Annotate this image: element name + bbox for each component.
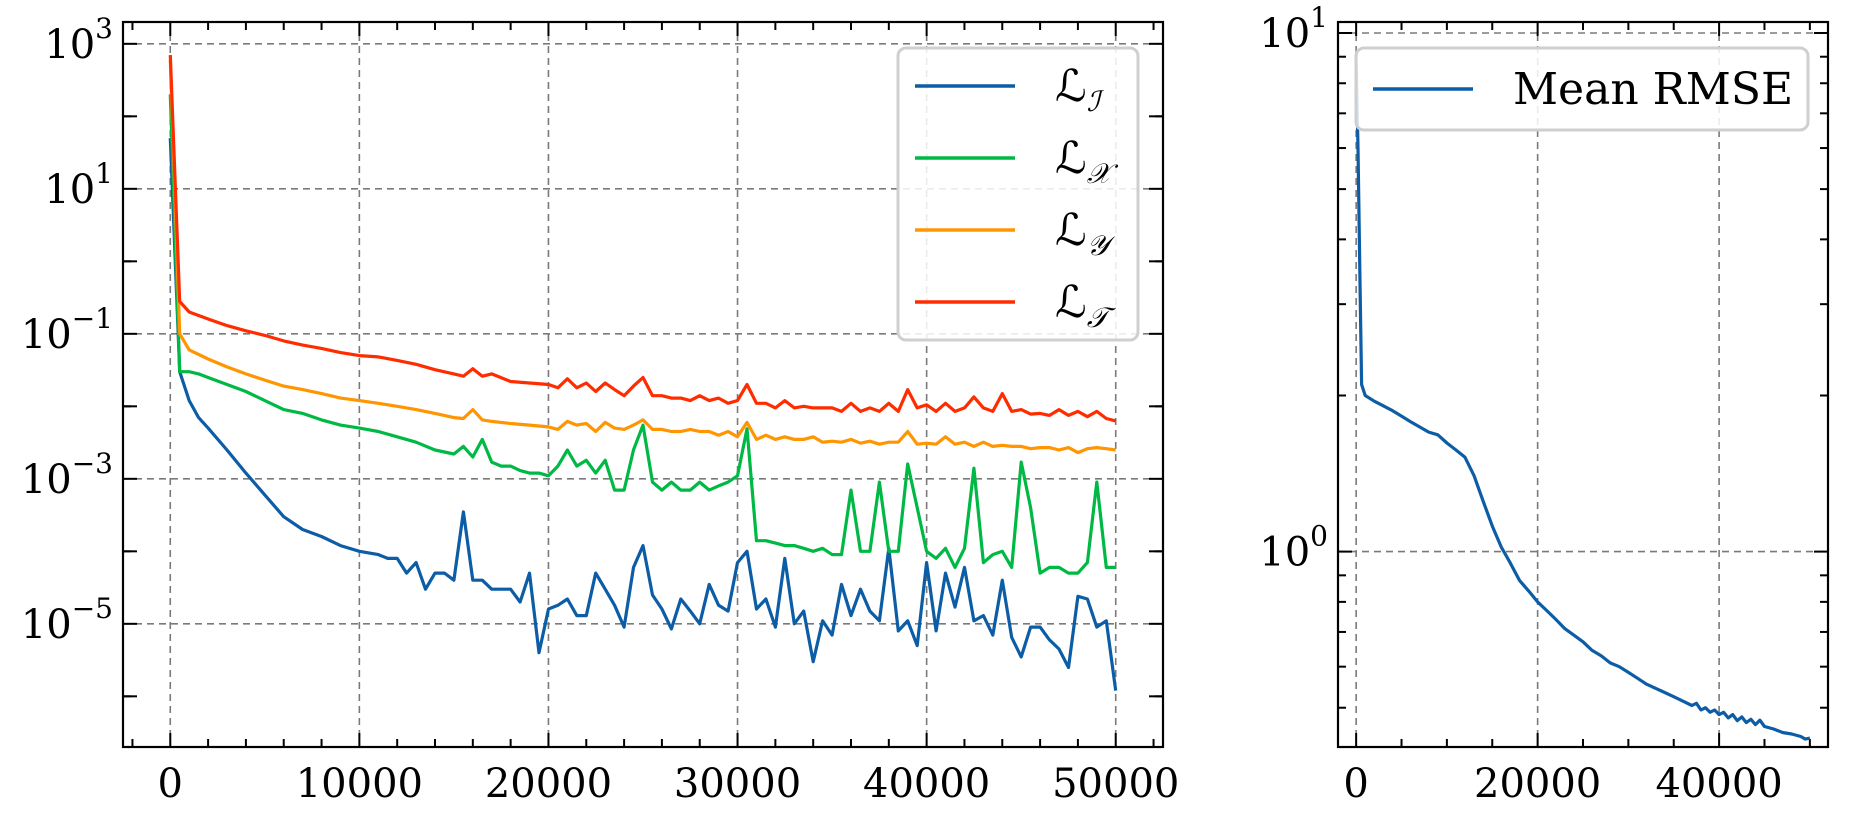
x-tick-label: 20000: [485, 761, 612, 807]
legend-box: [896, 46, 1140, 342]
y-tick-label: 10−5: [21, 592, 113, 648]
legend-label: ℒℐ: [1055, 61, 1105, 118]
series-line-1: [168, 94, 1116, 575]
legend-label: Mean RMSE: [1513, 64, 1793, 115]
series-line-0: [168, 138, 1118, 691]
x-tick-label: 10000: [296, 761, 423, 807]
x-tick-label: 40000: [863, 761, 990, 807]
series-line-0: [1354, 56, 1811, 741]
x-tick-label: 50000: [1052, 761, 1179, 807]
y-tick-label: 101: [44, 157, 113, 213]
x-tick-label: 0: [158, 761, 183, 807]
x-tick-label: 20000: [1474, 761, 1601, 807]
x-tick-label: 0: [1343, 761, 1368, 807]
x-tick-label: 40000: [1655, 761, 1782, 807]
y-tick-label: 10−3: [21, 447, 113, 503]
plot-frame: [121, 20, 1165, 749]
left-chart-panel: 0 10000 20000 30000 40000 50000 10−5 10−3 10−1 10…: [21, 12, 1180, 807]
y-tick-label: 103: [44, 12, 113, 68]
series-line-3: [168, 55, 1117, 423]
y-tick-label: 10−1: [21, 302, 113, 358]
legend-box: [1354, 46, 1810, 132]
y-tick-label: 100: [1259, 520, 1328, 576]
y-tick-label: 101: [1259, 1, 1328, 57]
x-tick-label: 30000: [674, 761, 801, 807]
series-line-2: [168, 59, 1116, 455]
right-chart-panel: 0 20000 40000 100 101 Mean RMSE: [1259, 1, 1830, 807]
plot-frame: [1336, 20, 1830, 749]
